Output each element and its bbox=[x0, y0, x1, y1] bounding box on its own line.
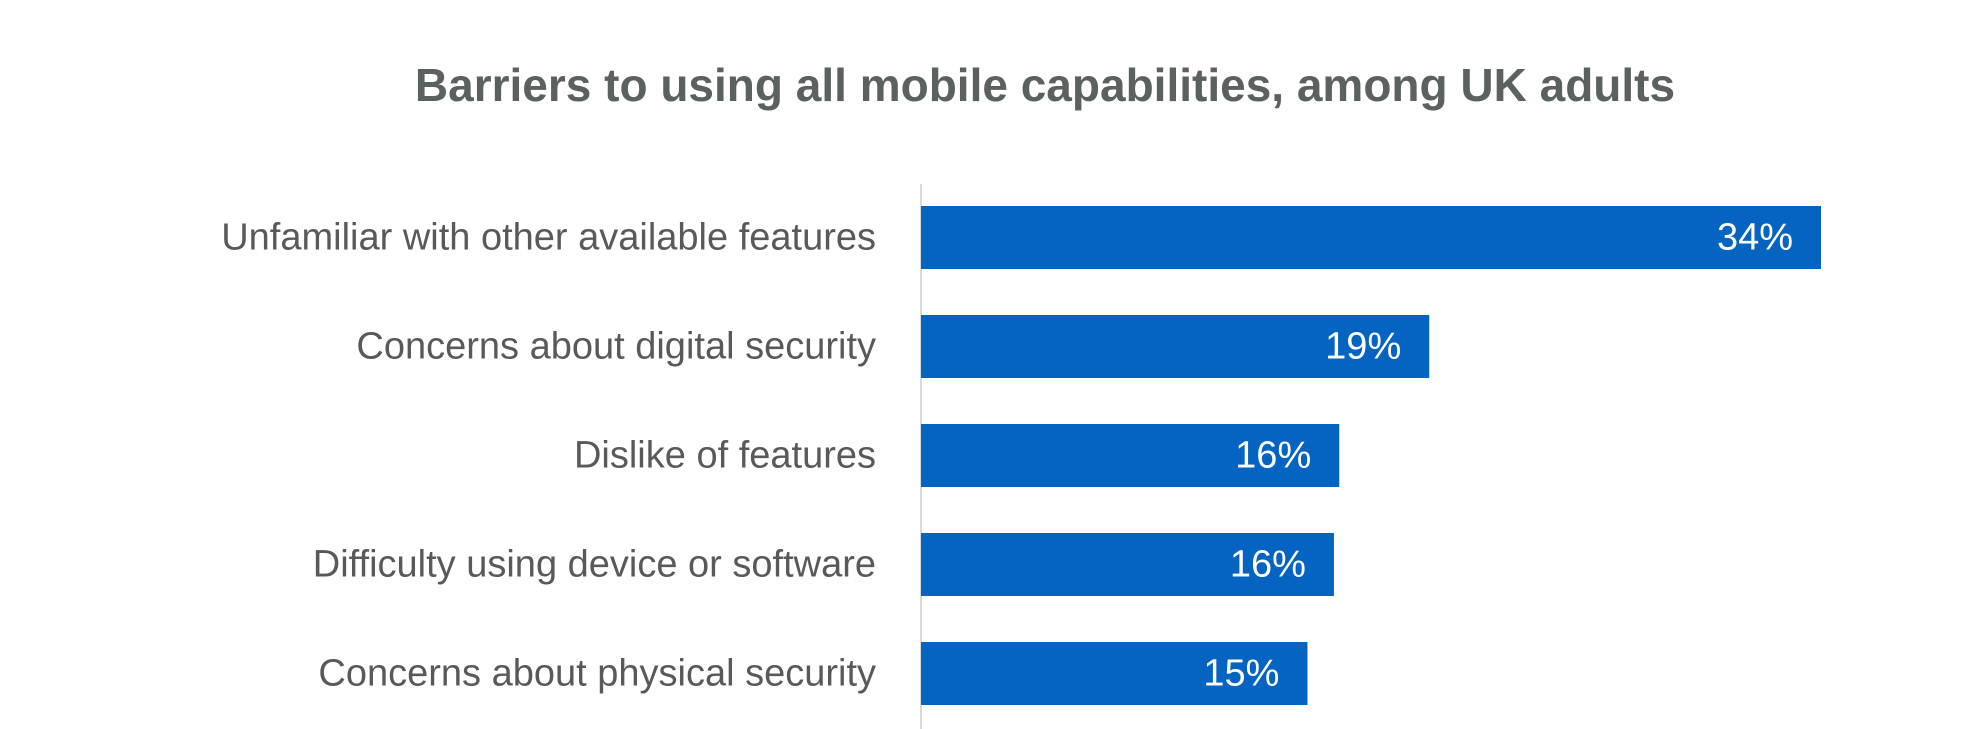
value-label: 34% bbox=[1717, 217, 1793, 259]
category-label: Concerns about physical security bbox=[318, 653, 876, 695]
bar bbox=[921, 424, 1340, 487]
category-label: Dislike of features bbox=[574, 435, 876, 477]
value-label: 16% bbox=[1235, 435, 1311, 477]
chart-title: Barriers to using all mobile capabilitie… bbox=[415, 59, 1675, 111]
category-label: Concerns about digital security bbox=[356, 326, 876, 368]
bar bbox=[921, 533, 1334, 596]
bar bbox=[921, 642, 1308, 705]
value-label: 16% bbox=[1230, 544, 1306, 586]
bar bbox=[921, 315, 1430, 378]
value-label: 15% bbox=[1203, 653, 1279, 695]
bar bbox=[921, 206, 1821, 269]
value-label: 19% bbox=[1325, 326, 1401, 368]
category-label: Difficulty using device or software bbox=[313, 544, 876, 586]
category-label: Unfamiliar with other available features bbox=[221, 217, 876, 259]
